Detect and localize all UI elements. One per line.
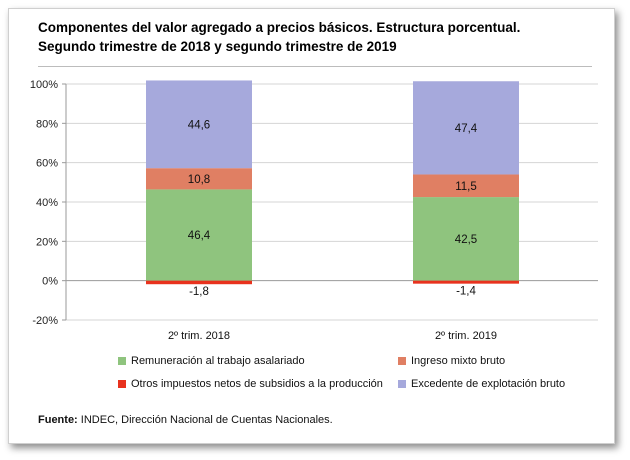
y-tick-label: 80% [36,118,58,130]
y-tick-label: 0% [42,276,58,288]
chart-title: Componentes del valor agregado a precios… [38,18,598,56]
legend-swatch [118,380,126,388]
source-note: Fuente: INDEC, Dirección Nacional de Cue… [38,414,333,426]
legend-item-remuneracion: Remuneración al trabajo asalariado [118,355,305,367]
legend-item-otros-impuestos: Otros impuestos netos de subsidios a la … [118,378,383,390]
legend-swatch [398,357,406,365]
legend-label: Ingreso mixto bruto [411,355,506,367]
y-tick-label: 100% [30,79,58,91]
data-label: 44,6 [188,119,210,131]
bar-segment [146,80,252,169]
bars [146,80,519,285]
legend-label: Excedente de explotación bruto [411,378,566,390]
legend-swatch [118,357,126,365]
legend-label: Remuneración al trabajo asalariado [131,355,305,367]
bar-segment [413,81,519,175]
bar-segment [146,189,252,281]
legend-swatch [398,380,406,388]
legend-item-ingreso-mixto: Ingreso mixto bruto [398,355,505,367]
bar-segment [146,280,252,285]
data-label: 10,8 [188,174,210,186]
data-label: 42,5 [455,234,477,246]
data-label: -1,8 [189,286,209,298]
data-label: -1,4 [456,285,476,297]
y-tick-label: 60% [36,158,58,170]
x-tick-label: 2º trim. 2018 [168,330,230,342]
legend-item-excedente: Excedente de explotación bruto [398,378,565,390]
y-tick-label: 20% [36,236,58,248]
bar-segment [413,197,519,281]
source-text: INDEC, Dirección Nacional de Cuentas Nac… [77,414,333,426]
legend-label: Otros impuestos netos de subsidios a la … [131,378,383,390]
y-axis: -20% 0% 20% 40% 60% 80% 100% [30,79,67,327]
data-label: 46,4 [188,230,211,242]
bar-segment [146,168,252,190]
chart-title-line-2: Segundo trimestre de 2018 y segundo trim… [38,39,397,54]
chart-title-line-1: Componentes del valor agregado a precios… [38,20,521,35]
title-divider [38,66,592,67]
y-tick-label: -20% [32,315,58,327]
y-tick-label: 40% [36,197,58,209]
data-label: 11,5 [455,181,477,193]
bar-segment [413,280,519,284]
source-label: Fuente: [38,414,78,426]
data-labels: 46,4 10,8 44,6 -1,8 42,5 11,5 47,4 -1,4 [188,119,478,298]
x-axis-labels: 2º trim. 2018 2º trim. 2019 [168,330,497,342]
x-tick-label: 2º trim. 2019 [435,330,497,342]
bar-segment [413,174,519,198]
data-label: 47,4 [455,123,478,135]
